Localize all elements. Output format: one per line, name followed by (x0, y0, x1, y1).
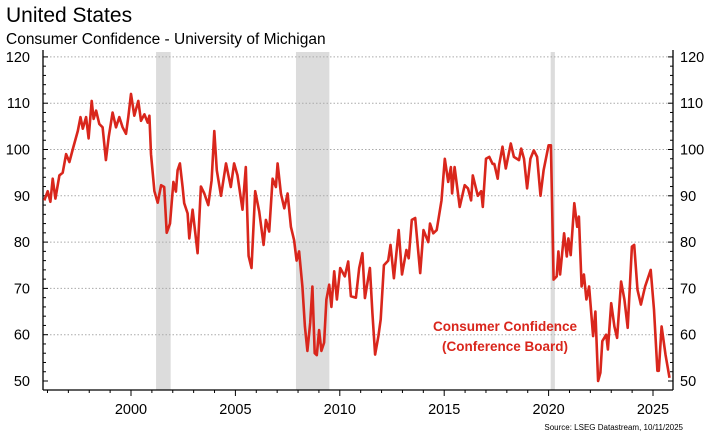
y-tick-label-right: 70 (680, 281, 696, 297)
y-tick-label-left: 70 (14, 281, 30, 297)
y-tick-label-right: 120 (680, 50, 704, 66)
chart-subtitle: Consumer Confidence - University of Mich… (6, 31, 326, 48)
x-tick-label: 2025 (637, 402, 669, 418)
y-tick-label-right: 50 (680, 374, 696, 390)
y-tick-label-left: 60 (14, 328, 30, 344)
y-tick-label-right: 100 (680, 143, 704, 159)
recession-band (156, 52, 171, 390)
y-tick-label-left: 120 (6, 50, 30, 66)
x-tick-label: 2005 (219, 402, 251, 418)
x-tick-label: 2020 (532, 402, 564, 418)
x-tick-label: 2015 (428, 402, 460, 418)
chart-title: United States (6, 4, 133, 27)
y-tick-label-left: 110 (7, 96, 30, 112)
y-tick-label-right: 90 (680, 189, 696, 205)
consumer-confidence-line (43, 92, 671, 383)
y-tick-label-left: 100 (6, 143, 30, 159)
y-tick-label-left: 90 (14, 189, 30, 205)
y-tick-label-right: 60 (680, 328, 696, 344)
x-tick-label: 2010 (324, 402, 356, 418)
source-note: Source: LSEG Datastream, 10/11/2025 (544, 423, 683, 432)
annotation-line-1: Consumer Confidence (433, 319, 578, 334)
x-tick-label: 2000 (115, 402, 147, 418)
annotation-line-2: (Conference Board) (442, 339, 568, 354)
y-tick-label-left: 50 (14, 374, 30, 390)
y-tick-label-right: 110 (680, 96, 703, 112)
y-tick-label-right: 80 (680, 235, 696, 251)
y-tick-label-left: 80 (14, 235, 30, 251)
